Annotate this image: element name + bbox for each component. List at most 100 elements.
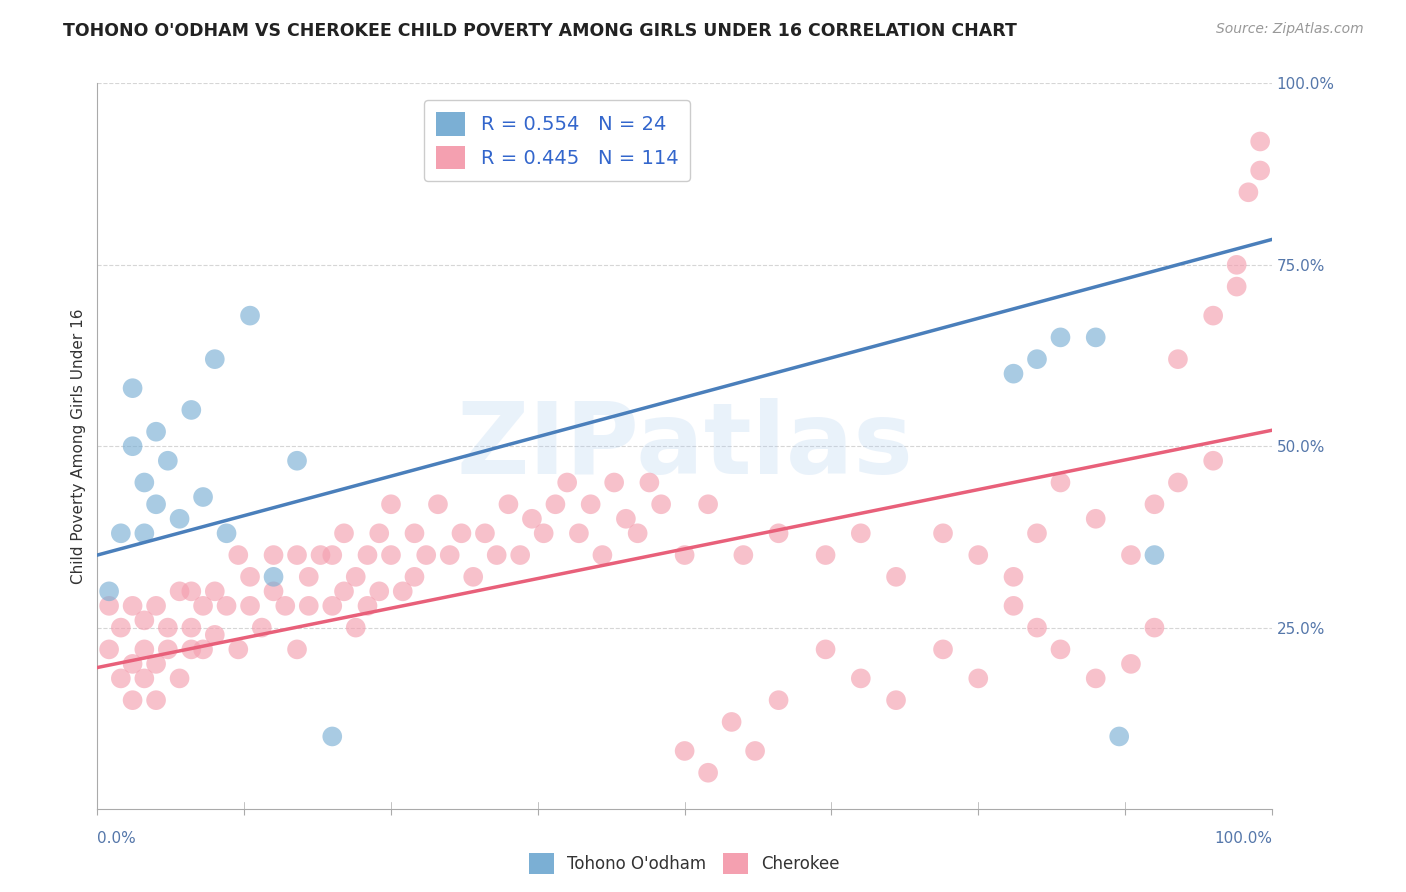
Point	[463, 570, 485, 584]
Point	[180, 403, 202, 417]
Point	[673, 744, 696, 758]
Point	[215, 599, 238, 613]
Text: ZIPatlas: ZIPatlas	[456, 398, 912, 495]
Point	[744, 744, 766, 758]
Point	[603, 475, 626, 490]
Point	[110, 672, 132, 686]
Point	[298, 570, 321, 584]
Point	[650, 497, 672, 511]
Point	[1249, 135, 1271, 149]
Point	[1049, 475, 1071, 490]
Point	[180, 621, 202, 635]
Point	[191, 490, 214, 504]
Point	[498, 497, 520, 511]
Point	[932, 526, 955, 541]
Point	[110, 526, 132, 541]
Point	[204, 352, 226, 367]
Point	[285, 642, 308, 657]
Point	[1049, 330, 1071, 344]
Point	[509, 548, 531, 562]
Point	[967, 672, 990, 686]
Point	[204, 584, 226, 599]
Point	[156, 621, 179, 635]
Point	[356, 599, 378, 613]
Point	[520, 512, 543, 526]
Point	[533, 526, 555, 541]
Point	[1202, 309, 1225, 323]
Point	[404, 526, 426, 541]
Point	[1237, 186, 1260, 200]
Legend: Tohono O'odham, Cherokee: Tohono O'odham, Cherokee	[523, 847, 846, 880]
Point	[485, 548, 508, 562]
Point	[415, 548, 437, 562]
Point	[145, 425, 167, 439]
Point	[145, 599, 167, 613]
Point	[1143, 497, 1166, 511]
Point	[884, 570, 907, 584]
Point	[333, 584, 356, 599]
Point	[1226, 279, 1249, 293]
Point	[768, 693, 790, 707]
Point	[555, 475, 578, 490]
Text: 100.0%: 100.0%	[1213, 831, 1272, 847]
Point	[285, 454, 308, 468]
Point	[1002, 367, 1025, 381]
Point	[638, 475, 661, 490]
Point	[134, 475, 156, 490]
Point	[226, 548, 249, 562]
Point	[121, 657, 143, 671]
Point	[239, 309, 262, 323]
Point	[191, 599, 214, 613]
Point	[333, 526, 356, 541]
Point	[145, 657, 167, 671]
Point	[121, 381, 143, 395]
Point	[98, 584, 121, 599]
Point	[591, 548, 613, 562]
Point	[368, 584, 391, 599]
Point	[849, 672, 872, 686]
Point	[226, 642, 249, 657]
Point	[263, 548, 285, 562]
Point	[1249, 163, 1271, 178]
Point	[474, 526, 496, 541]
Point	[321, 730, 343, 744]
Point	[1167, 475, 1189, 490]
Point	[215, 526, 238, 541]
Point	[932, 642, 955, 657]
Point	[673, 548, 696, 562]
Point	[697, 497, 720, 511]
Point	[180, 584, 202, 599]
Point	[1143, 621, 1166, 635]
Point	[1202, 454, 1225, 468]
Point	[1143, 548, 1166, 562]
Point	[263, 584, 285, 599]
Point	[169, 584, 191, 599]
Point	[191, 642, 214, 657]
Point	[180, 642, 202, 657]
Y-axis label: Child Poverty Among Girls Under 16: Child Poverty Among Girls Under 16	[72, 309, 86, 584]
Point	[1026, 352, 1049, 367]
Point	[1049, 642, 1071, 657]
Text: Source: ZipAtlas.com: Source: ZipAtlas.com	[1216, 22, 1364, 37]
Point	[404, 570, 426, 584]
Point	[1002, 570, 1025, 584]
Point	[121, 599, 143, 613]
Point	[1226, 258, 1249, 272]
Point	[720, 714, 742, 729]
Point	[1119, 548, 1142, 562]
Point	[439, 548, 461, 562]
Point	[298, 599, 321, 613]
Point	[98, 642, 121, 657]
Point	[1026, 621, 1049, 635]
Point	[1026, 526, 1049, 541]
Point	[733, 548, 755, 562]
Text: TOHONO O'ODHAM VS CHEROKEE CHILD POVERTY AMONG GIRLS UNDER 16 CORRELATION CHART: TOHONO O'ODHAM VS CHEROKEE CHILD POVERTY…	[63, 22, 1017, 40]
Point	[1084, 672, 1107, 686]
Point	[204, 628, 226, 642]
Point	[1119, 657, 1142, 671]
Point	[1084, 512, 1107, 526]
Point	[1108, 730, 1130, 744]
Point	[1084, 330, 1107, 344]
Point	[967, 548, 990, 562]
Point	[121, 693, 143, 707]
